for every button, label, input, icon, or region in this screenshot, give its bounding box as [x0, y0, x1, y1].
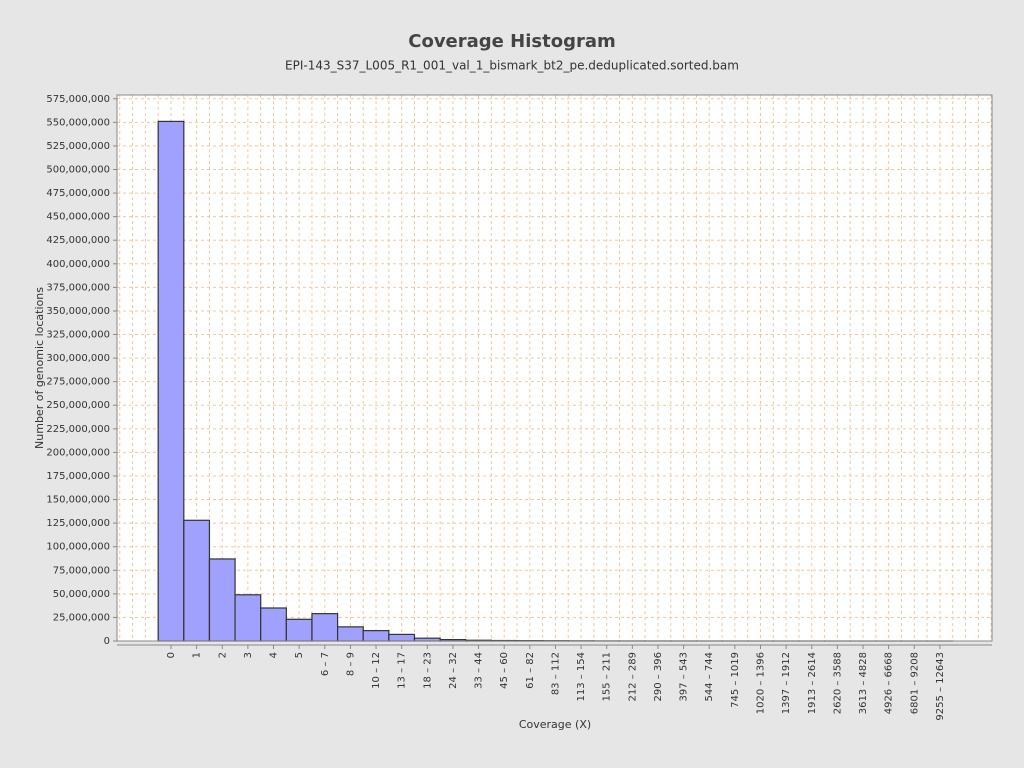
x-tick-label: 113 – 154	[576, 652, 587, 702]
y-tick-label: 200,000,000	[46, 447, 110, 458]
y-tick-label: 300,000,000	[46, 353, 110, 364]
y-tick-label: 550,000,000	[46, 117, 110, 128]
y-tick-label: 125,000,000	[46, 518, 110, 529]
y-tick-label: 0	[104, 636, 110, 647]
x-tick-label: 83 – 112	[550, 652, 561, 695]
bar	[285, 618, 313, 642]
y-tick-label: 400,000,000	[46, 259, 110, 270]
x-tick-label: 45 – 60	[499, 652, 510, 689]
x-tick-label: 24 – 32	[448, 652, 459, 689]
x-tick-label: 5	[294, 652, 305, 658]
x-tick-label: 6801 – 9208	[909, 652, 920, 714]
bar	[208, 558, 236, 642]
x-tick-label: 0	[166, 652, 177, 658]
x-tick-label: 745 – 1019	[730, 652, 741, 708]
y-tick-label: 150,000,000	[46, 495, 110, 506]
y-tick-label: 275,000,000	[46, 377, 110, 388]
bar	[336, 626, 364, 642]
x-tick-label: 544 – 744	[704, 652, 715, 702]
x-tick-label: 2620 – 3588	[832, 652, 843, 714]
x-tick-label: 3613 – 4828	[858, 652, 869, 714]
y-tick-label: 350,000,000	[46, 306, 110, 317]
x-tick-label: 9255 – 12643	[935, 652, 946, 721]
bar	[362, 630, 390, 642]
bar	[260, 607, 287, 642]
x-tick-label: 397 – 543	[679, 652, 690, 702]
x-tick-label: 1	[192, 652, 203, 658]
plot-border	[116, 94, 993, 642]
x-tick-label: 155 – 211	[602, 652, 613, 702]
bar	[388, 633, 416, 642]
x-axis-label: Coverage (X)	[519, 718, 591, 731]
bar	[234, 594, 262, 642]
bar	[311, 613, 339, 642]
grid	[117, 95, 992, 642]
x-tick-label: 18 – 23	[422, 652, 433, 689]
y-tick-label: 375,000,000	[46, 282, 110, 293]
y-tick-label: 225,000,000	[46, 424, 110, 435]
x-tick-label: 33 – 44	[474, 652, 485, 689]
x-tick-label: 10 – 12	[371, 652, 382, 689]
x-tick-label: 3	[243, 652, 254, 658]
bar	[157, 120, 185, 642]
x-tick-label: 1913 – 2614	[807, 652, 818, 714]
y-tick-label: 475,000,000	[46, 188, 110, 199]
chart-subtitle: EPI-143_S37_L005_R1_001_val_1_bismark_bt…	[285, 59, 739, 73]
bar	[183, 519, 211, 642]
y-tick-label: 500,000,000	[46, 164, 110, 175]
y-tick-label: 450,000,000	[46, 212, 110, 223]
y-tick-label: 175,000,000	[46, 471, 110, 482]
x-tick-label: 4	[269, 652, 280, 658]
x-tick-label: 13 – 17	[397, 652, 408, 689]
x-tick-label: 1397 – 1912	[781, 652, 792, 714]
x-tick-label: 290 – 396	[653, 652, 664, 702]
y-tick-label: 325,000,000	[46, 330, 110, 341]
x-tick-label: 8 – 9	[345, 652, 356, 676]
y-tick-label: 575,000,000	[46, 94, 110, 105]
y-tick-label: 75,000,000	[53, 565, 110, 576]
x-tick-label: 6 – 7	[320, 652, 331, 676]
x-tick-label: 4926 – 6668	[884, 652, 895, 714]
x-tick-label: 212 – 289	[627, 652, 638, 702]
y-axis-label: Number of genomic locations	[33, 287, 46, 449]
plot-area	[117, 95, 992, 641]
x-tick-label: 61 – 82	[525, 652, 536, 689]
chart-title: Coverage Histogram	[408, 31, 615, 52]
x-tick-label: 2	[217, 652, 228, 658]
y-tick-label: 250,000,000	[46, 400, 110, 411]
y-tick-label: 425,000,000	[46, 235, 110, 246]
y-tick-label: 25,000,000	[53, 612, 110, 623]
y-tick-label: 100,000,000	[46, 542, 110, 553]
y-tick-label: 50,000,000	[53, 589, 110, 600]
x-tick-label: 1020 – 1396	[755, 652, 766, 714]
y-tick-label: 525,000,000	[46, 141, 110, 152]
